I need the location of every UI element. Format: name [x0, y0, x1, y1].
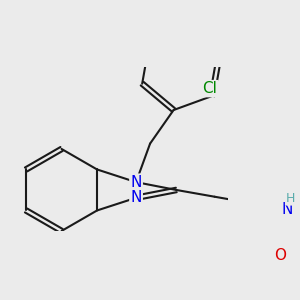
- Text: Cl: Cl: [202, 81, 217, 96]
- Text: H: H: [286, 192, 295, 205]
- Text: N: N: [130, 190, 142, 205]
- Text: N: N: [282, 202, 293, 217]
- Text: N: N: [130, 175, 142, 190]
- Text: O: O: [274, 248, 286, 263]
